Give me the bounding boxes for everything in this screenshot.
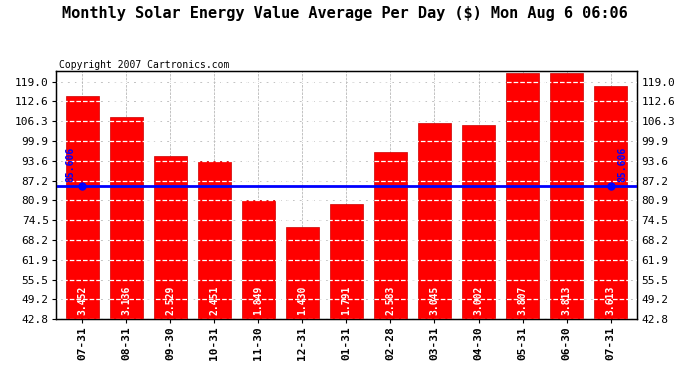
Bar xyxy=(198,161,230,319)
Bar xyxy=(241,200,275,319)
Text: 3.807: 3.807 xyxy=(518,285,528,315)
Text: 3.813: 3.813 xyxy=(562,285,571,315)
Text: 85.606: 85.606 xyxy=(66,147,75,182)
Bar xyxy=(330,204,363,319)
Text: 1.791: 1.791 xyxy=(342,285,351,315)
Text: 3.002: 3.002 xyxy=(473,285,484,315)
Bar xyxy=(506,74,539,319)
Bar xyxy=(550,73,583,319)
Bar xyxy=(286,227,319,319)
Text: 2.583: 2.583 xyxy=(386,285,395,315)
Bar xyxy=(418,123,451,319)
Text: 3.045: 3.045 xyxy=(429,285,440,315)
Text: 2.529: 2.529 xyxy=(165,285,175,315)
Bar xyxy=(374,153,407,319)
Text: Copyright 2007 Cartronics.com: Copyright 2007 Cartronics.com xyxy=(59,60,229,70)
Text: 1.849: 1.849 xyxy=(253,285,264,315)
Bar xyxy=(594,86,627,319)
Bar xyxy=(110,117,143,319)
Text: Monthly Solar Energy Value Average Per Day ($) Mon Aug 6 06:06: Monthly Solar Energy Value Average Per D… xyxy=(62,6,628,21)
Text: 3.452: 3.452 xyxy=(77,285,87,315)
Bar xyxy=(154,156,187,319)
Bar xyxy=(462,125,495,319)
Text: 85.606: 85.606 xyxy=(618,147,627,182)
Text: 3.613: 3.613 xyxy=(606,285,615,315)
Text: 3.136: 3.136 xyxy=(121,285,131,315)
Text: 1.430: 1.430 xyxy=(297,285,307,315)
Bar xyxy=(66,96,99,319)
Text: 2.451: 2.451 xyxy=(209,285,219,315)
